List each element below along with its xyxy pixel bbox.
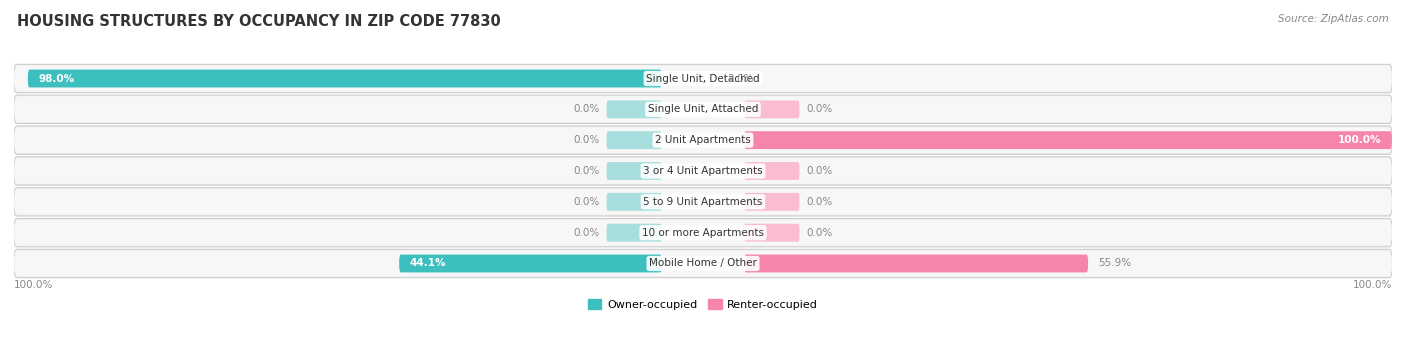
Text: Single Unit, Attached: Single Unit, Attached	[648, 104, 758, 114]
FancyBboxPatch shape	[14, 96, 1392, 122]
Text: Single Unit, Detached: Single Unit, Detached	[647, 74, 759, 83]
Text: 98.0%: 98.0%	[38, 74, 75, 83]
Text: 0.0%: 0.0%	[574, 166, 599, 176]
FancyBboxPatch shape	[14, 95, 1392, 123]
FancyBboxPatch shape	[606, 101, 662, 118]
Text: 0.0%: 0.0%	[574, 135, 599, 145]
Text: 55.9%: 55.9%	[1098, 259, 1132, 268]
FancyBboxPatch shape	[14, 188, 1392, 216]
FancyBboxPatch shape	[14, 251, 1392, 276]
Text: 100.0%: 100.0%	[1339, 135, 1382, 145]
FancyBboxPatch shape	[14, 249, 1392, 278]
FancyBboxPatch shape	[606, 193, 662, 211]
Text: 0.0%: 0.0%	[574, 197, 599, 207]
Text: 0.0%: 0.0%	[807, 197, 832, 207]
Text: 100.0%: 100.0%	[14, 280, 53, 290]
FancyBboxPatch shape	[28, 69, 662, 88]
Text: 2.0%: 2.0%	[727, 74, 754, 83]
Text: 0.0%: 0.0%	[807, 228, 832, 238]
FancyBboxPatch shape	[744, 101, 800, 118]
FancyBboxPatch shape	[744, 193, 800, 211]
FancyBboxPatch shape	[14, 158, 1392, 184]
FancyBboxPatch shape	[14, 189, 1392, 215]
Legend: Owner-occupied, Renter-occupied: Owner-occupied, Renter-occupied	[583, 295, 823, 314]
FancyBboxPatch shape	[606, 162, 662, 180]
FancyBboxPatch shape	[399, 254, 662, 273]
Text: 10 or more Apartments: 10 or more Apartments	[643, 228, 763, 238]
FancyBboxPatch shape	[744, 224, 800, 241]
FancyBboxPatch shape	[744, 162, 800, 180]
Text: 100.0%: 100.0%	[1353, 280, 1392, 290]
Text: HOUSING STRUCTURES BY OCCUPANCY IN ZIP CODE 77830: HOUSING STRUCTURES BY OCCUPANCY IN ZIP C…	[17, 14, 501, 29]
Text: 44.1%: 44.1%	[409, 259, 446, 268]
Text: 2 Unit Apartments: 2 Unit Apartments	[655, 135, 751, 145]
FancyBboxPatch shape	[606, 224, 662, 241]
FancyBboxPatch shape	[14, 157, 1392, 185]
Text: 5 to 9 Unit Apartments: 5 to 9 Unit Apartments	[644, 197, 762, 207]
Text: 0.0%: 0.0%	[574, 228, 599, 238]
Text: 0.0%: 0.0%	[807, 104, 832, 114]
FancyBboxPatch shape	[14, 126, 1392, 154]
FancyBboxPatch shape	[606, 131, 662, 149]
FancyBboxPatch shape	[14, 127, 1392, 153]
FancyBboxPatch shape	[14, 66, 1392, 91]
FancyBboxPatch shape	[14, 64, 1392, 93]
FancyBboxPatch shape	[744, 254, 1088, 273]
FancyBboxPatch shape	[14, 219, 1392, 247]
Text: 3 or 4 Unit Apartments: 3 or 4 Unit Apartments	[643, 166, 763, 176]
Text: Mobile Home / Other: Mobile Home / Other	[650, 259, 756, 268]
Text: 0.0%: 0.0%	[574, 104, 599, 114]
FancyBboxPatch shape	[14, 220, 1392, 246]
FancyBboxPatch shape	[744, 131, 1392, 149]
Text: Source: ZipAtlas.com: Source: ZipAtlas.com	[1278, 14, 1389, 24]
Text: 0.0%: 0.0%	[807, 166, 832, 176]
